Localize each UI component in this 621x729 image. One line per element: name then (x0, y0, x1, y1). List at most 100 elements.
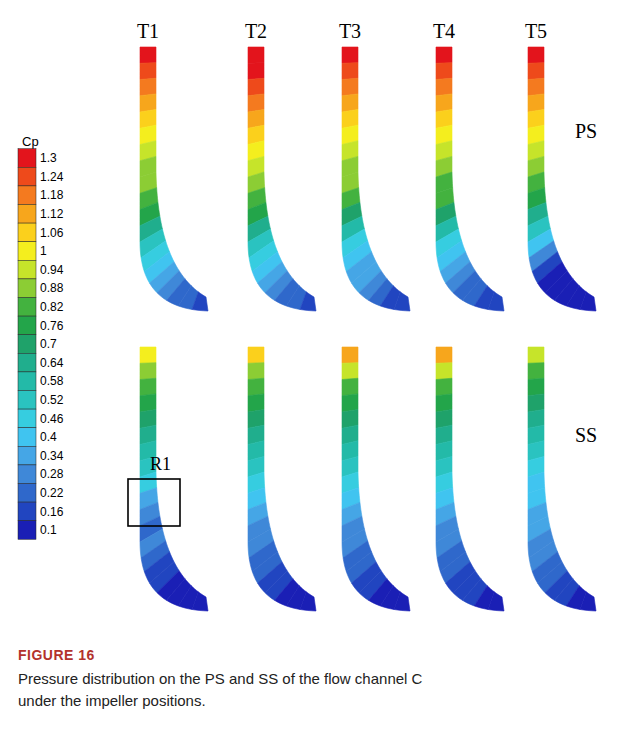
colorbar-label: 0.88 (40, 281, 64, 295)
colorbar-label: 1.18 (40, 188, 64, 202)
colorbar-swatch (18, 205, 36, 224)
contour-band (436, 94, 452, 112)
channel-surface (436, 347, 504, 611)
colorbar-label: 0.16 (40, 505, 64, 519)
contour-band (342, 378, 358, 396)
channel-surface (248, 47, 316, 311)
column-label: T5 (525, 20, 547, 42)
colorbar-label: 0.82 (40, 300, 64, 314)
colorbar-swatch (18, 279, 36, 298)
column-label: T2 (245, 20, 267, 42)
colorbar-label: 1.3 (40, 151, 57, 165)
contour-band (300, 292, 316, 311)
contour-band (300, 592, 316, 611)
channel-surface (528, 47, 596, 311)
contour-band (248, 363, 264, 380)
contour-band (248, 94, 264, 112)
caption: Pressure distribution on the PS and SS o… (18, 670, 423, 709)
colorbar-label: 0.76 (40, 319, 64, 333)
colorbar-swatch (18, 353, 36, 372)
contour-band (248, 78, 264, 96)
colorbar-swatch (18, 484, 36, 503)
channel-surface (140, 47, 208, 311)
figure: T1T2T3T4T5PSSSCp1.31.241.181.121.0610.94… (0, 0, 621, 729)
contour-band (528, 63, 544, 80)
contour-band (342, 94, 358, 112)
channel-surface (248, 347, 316, 611)
caption-line: under the impeller positions. (18, 692, 206, 709)
row-label: SS (575, 424, 597, 446)
contour-band (528, 347, 544, 363)
contour-band (342, 347, 358, 363)
contour-band (140, 394, 156, 412)
caption-label: FIGURE 16 (18, 647, 95, 663)
colorbar-swatch (18, 446, 36, 465)
colorbar: Cp1.3 1.24 1.18 1.12 1.06 1 0.94 0.88 0.82 0.76 0.… (18, 134, 64, 539)
column-label: T4 (433, 20, 455, 42)
colorbar-label: 1 (40, 244, 47, 258)
column-label: T1 (137, 20, 159, 42)
contour-band (342, 63, 358, 80)
colorbar-label: 0.94 (40, 263, 64, 277)
contour-band (394, 592, 410, 611)
colorbar-label: 0.4 (40, 430, 57, 444)
colorbar-swatch (18, 409, 36, 428)
contour-band (436, 63, 452, 80)
colorbar-title: Cp (22, 134, 39, 149)
contour-band (140, 94, 156, 112)
colorbar-label: 0.7 (40, 337, 57, 351)
contour-band (342, 394, 358, 412)
colorbar-swatch (18, 428, 36, 447)
contour-band (436, 347, 452, 363)
colorbar-label: 0.46 (40, 412, 64, 426)
contour-band (140, 63, 156, 80)
annotation-box (128, 479, 180, 526)
contour-band (436, 363, 452, 380)
colorbar-swatch (18, 335, 36, 354)
colorbar-swatch (18, 242, 36, 261)
contour-band (436, 394, 452, 412)
colorbar-label: 0.22 (40, 486, 64, 500)
contour-band (528, 378, 544, 396)
colorbar-label: 0.52 (40, 393, 64, 407)
colorbar-label: 0.58 (40, 374, 64, 388)
contour-band (248, 47, 264, 63)
contour-band (248, 378, 264, 396)
colorbar-label: 1.12 (40, 207, 64, 221)
colorbar-swatch (18, 372, 36, 391)
contour-band (528, 363, 544, 380)
caption-line: Pressure distribution on the PS and SS o… (18, 670, 423, 687)
contour-band (528, 78, 544, 96)
contour-band (140, 47, 156, 63)
colorbar-swatch (18, 391, 36, 410)
contour-band (394, 292, 410, 311)
contour-band (528, 47, 544, 63)
contour-band (140, 347, 156, 363)
colorbar-swatch (18, 167, 36, 186)
contour-band (436, 78, 452, 96)
contour-band (488, 292, 504, 311)
contour-band (248, 63, 264, 80)
contour-band (140, 378, 156, 396)
contour-band (436, 378, 452, 396)
colorbar-label: 1.24 (40, 170, 64, 184)
contour-band (580, 292, 596, 311)
colorbar-swatch (18, 186, 36, 205)
contour-band (580, 592, 596, 611)
colorbar-label: 0.64 (40, 356, 64, 370)
colorbar-label: 0.34 (40, 449, 64, 463)
colorbar-swatch (18, 521, 36, 540)
row-label: PS (575, 120, 597, 142)
contour-band (140, 78, 156, 96)
contour-band (488, 592, 504, 611)
colorbar-label: 1.06 (40, 226, 64, 240)
contour-band (342, 47, 358, 63)
contour-band (342, 78, 358, 96)
contour-band (140, 363, 156, 380)
contour-band (436, 47, 452, 63)
channel-surface (342, 47, 410, 311)
colorbar-swatch (18, 149, 36, 168)
surfaces (140, 47, 596, 611)
contour-band (192, 592, 208, 611)
colorbar-swatch (18, 502, 36, 521)
